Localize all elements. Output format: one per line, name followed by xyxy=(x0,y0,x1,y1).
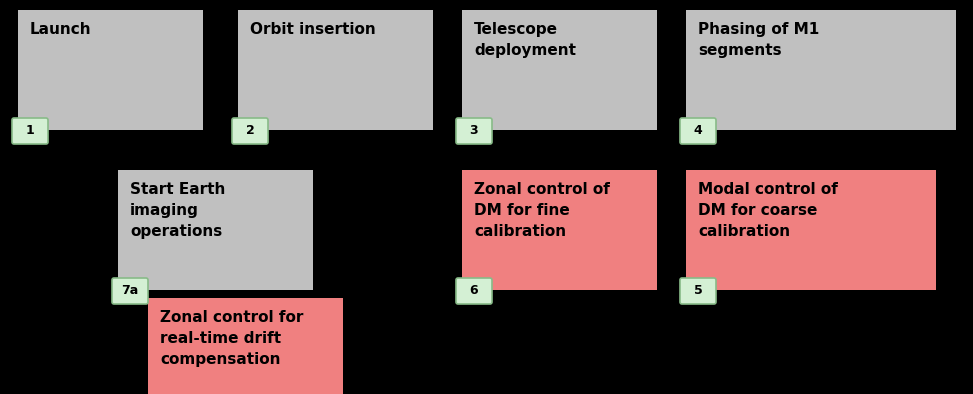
FancyBboxPatch shape xyxy=(232,118,268,144)
FancyBboxPatch shape xyxy=(686,10,956,130)
Text: 3: 3 xyxy=(470,125,479,138)
FancyBboxPatch shape xyxy=(18,10,203,130)
Text: 4: 4 xyxy=(694,125,703,138)
Text: 6: 6 xyxy=(470,284,479,297)
FancyBboxPatch shape xyxy=(462,170,657,290)
Text: Zonal control for
real-time drift
compensation: Zonal control for real-time drift compen… xyxy=(160,310,304,367)
Text: 7a: 7a xyxy=(122,284,138,297)
Text: Start Earth
imaging
operations: Start Earth imaging operations xyxy=(130,182,226,239)
Text: Launch: Launch xyxy=(30,22,91,37)
FancyBboxPatch shape xyxy=(686,170,936,290)
FancyBboxPatch shape xyxy=(12,118,48,144)
FancyBboxPatch shape xyxy=(118,170,313,290)
Text: 1: 1 xyxy=(25,125,34,138)
FancyBboxPatch shape xyxy=(112,278,148,304)
Text: 5: 5 xyxy=(694,284,703,297)
Text: Orbit insertion: Orbit insertion xyxy=(250,22,376,37)
Text: Modal control of
DM for coarse
calibration: Modal control of DM for coarse calibrati… xyxy=(698,182,838,239)
FancyBboxPatch shape xyxy=(462,10,657,130)
FancyBboxPatch shape xyxy=(238,10,433,130)
FancyBboxPatch shape xyxy=(680,118,716,144)
FancyBboxPatch shape xyxy=(456,278,492,304)
FancyBboxPatch shape xyxy=(148,298,343,394)
Text: Zonal control of
DM for fine
calibration: Zonal control of DM for fine calibration xyxy=(474,182,610,239)
Text: Telescope
deployment: Telescope deployment xyxy=(474,22,576,58)
FancyBboxPatch shape xyxy=(456,118,492,144)
Text: 2: 2 xyxy=(245,125,254,138)
FancyBboxPatch shape xyxy=(680,278,716,304)
Text: Phasing of M1
segments: Phasing of M1 segments xyxy=(698,22,819,58)
